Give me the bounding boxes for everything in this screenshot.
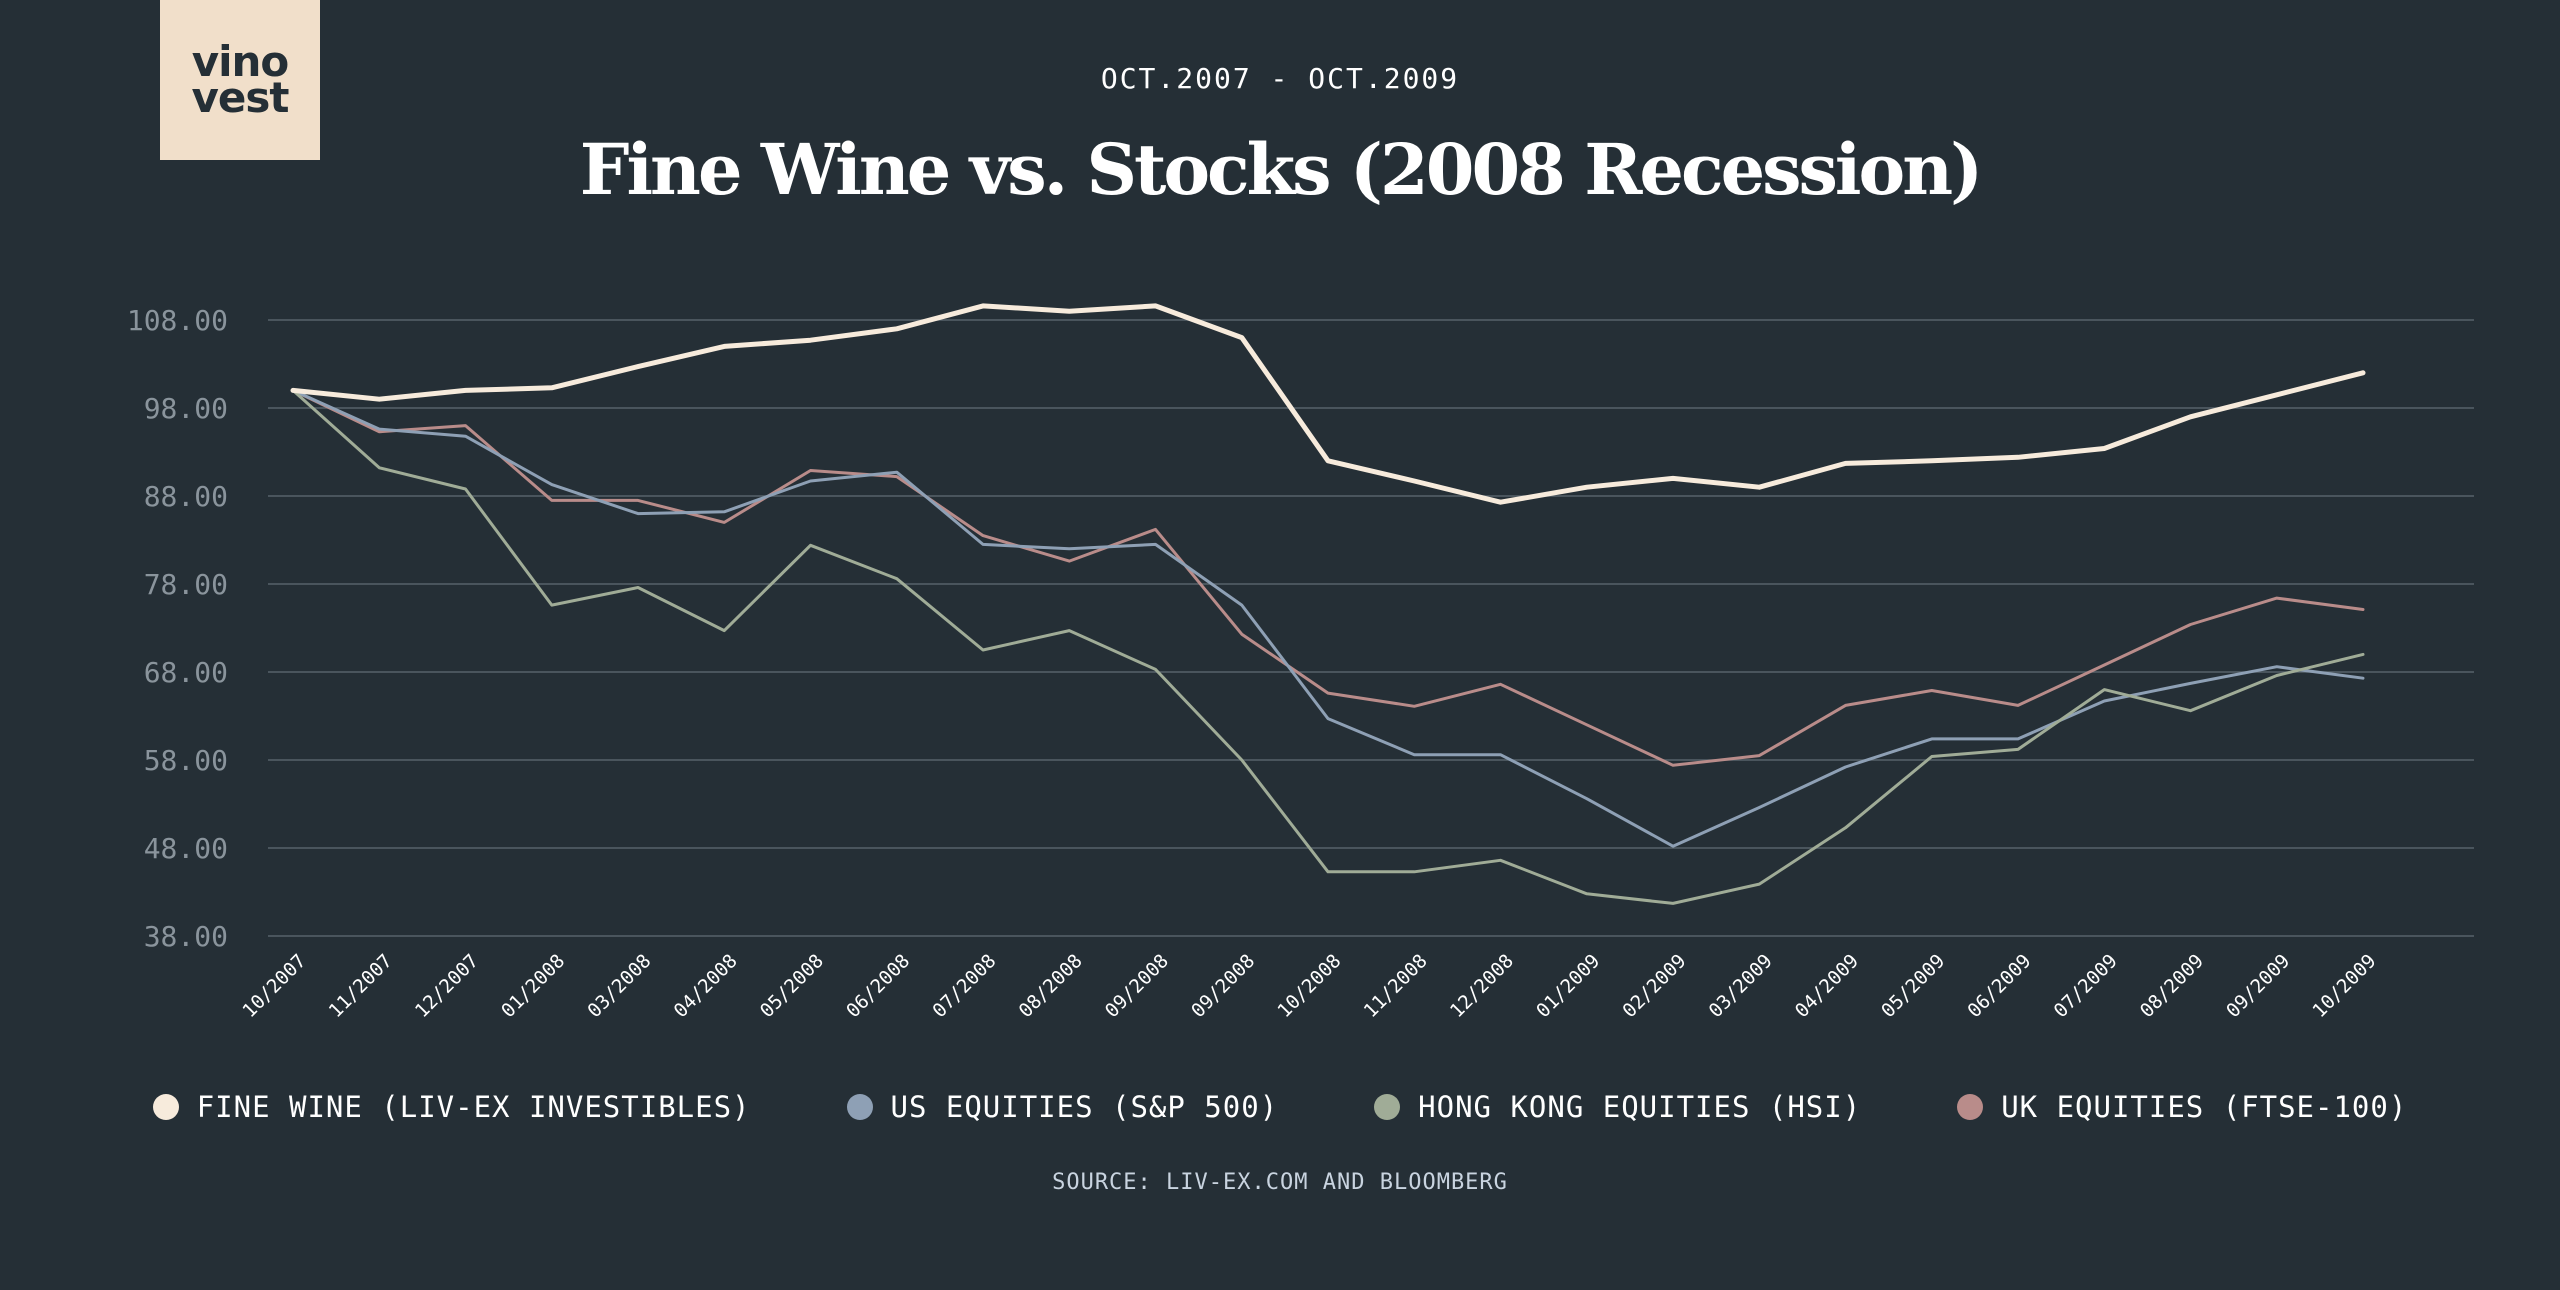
x-tick-label: 12/2007 (411, 950, 483, 1022)
x-tick-label: 10/2009 (2308, 950, 2380, 1022)
x-tick-label: 01/2009 (1532, 950, 1604, 1022)
x-tick-label: 06/2009 (1963, 950, 2035, 1022)
x-tick-label: 05/2009 (1877, 950, 1949, 1022)
x-tick-label: 03/2009 (1705, 950, 1777, 1022)
legend-dot-icon (1957, 1094, 1984, 1120)
x-tick-label: 07/2009 (2050, 950, 2122, 1022)
y-tick-label: 108.00 (127, 304, 228, 337)
series-line-2 (291, 388, 2365, 905)
x-axis: 10/2007 11/2007 12/2007 01/2008 03/2008 04/20… (238, 950, 2380, 1022)
x-tick-label: 06/2008 (842, 950, 914, 1022)
series-line-3 (291, 388, 2365, 767)
legend-item: HONG KONG EQUITIES (HSI) (1374, 1090, 1861, 1124)
x-tick-label: 08/2009 (2136, 950, 2208, 1022)
logo-line-2: vest (191, 73, 290, 122)
x-tick-label: 01/2008 (497, 950, 569, 1022)
legend-item: UK EQUITIES (FTSE-100) (1957, 1090, 2407, 1124)
chart-title: Fine Wine vs. Stocks (2008 Recession) (579, 128, 1983, 211)
x-tick-label: 04/2008 (670, 950, 742, 1022)
legend-label: UK EQUITIES (FTSE-100) (2001, 1090, 2408, 1124)
legend-item: FINE WINE (LIV-EX INVESTIBLES) (152, 1090, 751, 1124)
x-tick-label: 08/2008 (1015, 950, 1087, 1022)
y-tick-label: 38.00 (144, 920, 228, 953)
y-tick-label: 88.00 (144, 480, 228, 513)
legend-label: US EQUITIES (S&P 500) (890, 1090, 1279, 1124)
x-tick-label: 11/2008 (1360, 950, 1432, 1022)
x-tick-label: 09/2009 (2222, 950, 2294, 1022)
x-tick-label: 12/2008 (1446, 950, 1518, 1022)
series-line-0 (290, 303, 2366, 505)
x-tick-label: 09/2008 (1101, 950, 1173, 1022)
legend-dot-icon (846, 1094, 873, 1120)
legend: FINE WINE (LIV-EX INVESTIBLES) US EQUITIE… (0, 1090, 2560, 1124)
x-tick-label: 10/2007 (238, 950, 310, 1022)
vinovest-logo: vino vest (160, 0, 320, 160)
x-tick-label: 09/2008 (1187, 950, 1259, 1022)
gridlines (268, 319, 2474, 937)
x-tick-label: 03/2008 (583, 950, 655, 1022)
x-tick-label: 11/2007 (325, 950, 397, 1022)
x-tick-label: 07/2008 (928, 950, 1000, 1022)
logo-line-1: vino (191, 37, 290, 86)
line-chart: 108.00 98.00 88.00 78.00 68.00 58.00 48.00 38.0… (127, 303, 2474, 1022)
x-tick-label: 04/2009 (1791, 950, 1863, 1022)
chart-subtitle: OCT.2007 - OCT.2009 (1100, 62, 1460, 95)
legend-label: FINE WINE (LIV-EX INVESTIBLES) (196, 1090, 751, 1124)
x-tick-label: 05/2008 (756, 950, 828, 1022)
series-lines (290, 303, 2366, 905)
y-tick-label: 48.00 (144, 832, 228, 865)
y-axis: 108.00 98.00 88.00 78.00 68.00 58.00 48.00 38.0… (127, 304, 228, 953)
y-tick-label: 68.00 (144, 656, 228, 689)
y-tick-label: 78.00 (144, 568, 228, 601)
x-tick-label: 10/2008 (1273, 950, 1345, 1022)
legend-label: HONG KONG EQUITIES (HSI) (1418, 1090, 1862, 1124)
series-line-1 (291, 388, 2365, 848)
y-tick-label: 58.00 (144, 744, 228, 777)
legend-item: US EQUITIES (S&P 500) (846, 1090, 1279, 1124)
legend-dot-icon (152, 1094, 179, 1120)
y-tick-label: 98.00 (144, 392, 228, 425)
source-note: SOURCE: LIV-EX.COM AND BLOOMBERG (1052, 1170, 1508, 1195)
legend-dot-icon (1374, 1094, 1401, 1120)
x-tick-label: 02/2009 (1618, 950, 1690, 1022)
